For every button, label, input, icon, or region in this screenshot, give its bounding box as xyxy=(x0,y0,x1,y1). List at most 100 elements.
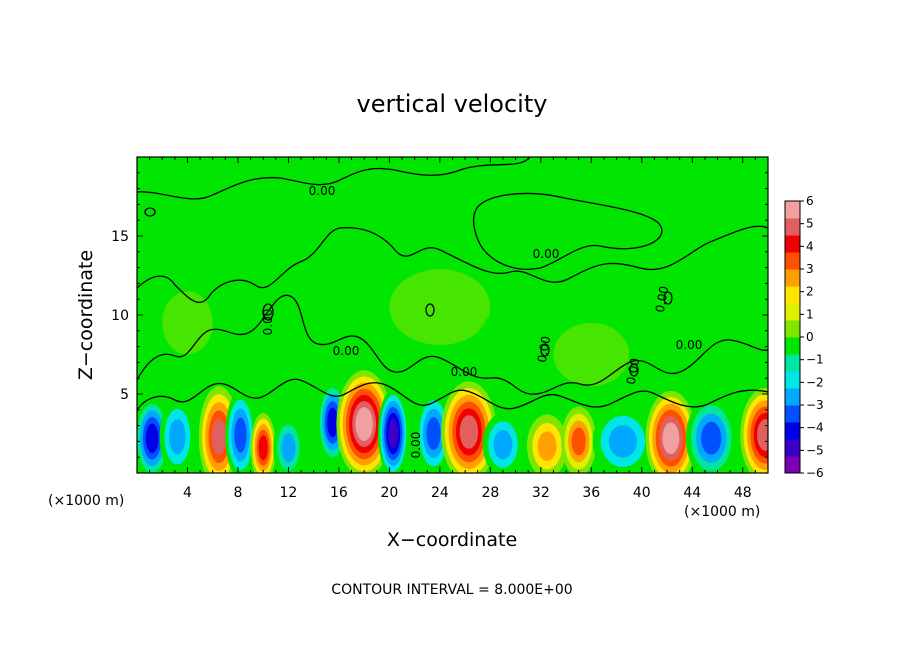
velocity-cell xyxy=(757,419,768,451)
colorbar-swatch xyxy=(785,218,800,236)
contour-label: 0.00 xyxy=(261,309,275,336)
contour-line-lower xyxy=(137,294,768,395)
velocity-cell xyxy=(355,407,373,441)
velocity-cell xyxy=(258,435,268,461)
colorbar: 6 5 4 3 2 1 0 −1 −2 −3 −4 −5 −6 xyxy=(784,194,824,480)
contour-ring-5 xyxy=(663,291,673,305)
field-patch xyxy=(667,269,768,346)
contour-line-mid xyxy=(137,225,768,304)
velocity-cell xyxy=(327,407,339,438)
colorbar-swatch xyxy=(785,388,800,406)
colorbar-label: 5 xyxy=(806,217,814,231)
contour-label: 0.00 xyxy=(676,338,703,352)
contour-label: 0.00 xyxy=(309,184,336,198)
colorbar-swatch xyxy=(785,303,800,321)
contour-label: 0.00 xyxy=(624,357,642,386)
contour-label: 0.00 xyxy=(451,365,478,379)
colorbar-swatch xyxy=(785,269,800,287)
velocity-cell xyxy=(571,427,586,456)
contour-line-base xyxy=(137,378,768,411)
y-axis-ticks: 5 10 15 xyxy=(111,172,768,458)
colorbar-label: −3 xyxy=(806,398,824,412)
x-axis-label: X−coordinate xyxy=(387,529,517,551)
x-unit-label-right: (×1000 m) xyxy=(684,504,760,520)
x-tick-label: 36 xyxy=(582,485,600,501)
velocity-cell xyxy=(537,431,557,461)
colorbar-swatch xyxy=(785,252,800,270)
contour-label: 0.00 xyxy=(333,344,360,358)
colorbar-label: −2 xyxy=(806,375,824,389)
field-patch xyxy=(553,322,630,387)
colorbar-label: 0 xyxy=(806,330,814,344)
x-tick-label: 20 xyxy=(380,485,398,501)
contour-interval-label: CONTOUR INTERVAL = 8.000E+00 xyxy=(331,582,572,598)
contour-ring-4 xyxy=(629,363,639,377)
colorbar-swatch xyxy=(785,201,800,219)
colorbar-swatch xyxy=(785,354,800,372)
x-unit-label-left: (×1000 m) xyxy=(48,493,124,509)
colorbar-swatch xyxy=(785,456,800,474)
colorbar-swatch xyxy=(785,286,800,304)
velocity-cell xyxy=(662,422,680,455)
velocity-cell xyxy=(145,423,159,454)
contour-ring-1 xyxy=(262,303,274,321)
contour-ring-3 xyxy=(540,343,550,357)
x-tick-label: 48 xyxy=(734,485,752,501)
colorbar-label: −1 xyxy=(806,353,824,367)
y-tick-label: 15 xyxy=(111,229,129,245)
colorbar-swatch xyxy=(785,235,800,253)
contour-ring-6 xyxy=(144,207,156,217)
x-tick-label: 32 xyxy=(532,485,550,501)
x-tick-label: 8 xyxy=(233,485,242,501)
contour-line-upper-left xyxy=(137,157,531,200)
contour-ring-2 xyxy=(425,303,435,317)
velocity-cell xyxy=(493,429,513,460)
colorbar-swatch xyxy=(785,371,800,389)
colorbar-swatch xyxy=(785,405,800,423)
velocity-cell xyxy=(211,418,227,455)
chart-title: vertical velocity xyxy=(357,90,548,118)
field-patch xyxy=(389,269,491,346)
contour-lines xyxy=(137,157,768,411)
colorbar-label: −4 xyxy=(806,421,824,435)
x-tick-label: 24 xyxy=(431,485,449,501)
x-axis-ticks: 4 8 12 16 20 24 28 32 36 40 44 48 xyxy=(149,157,756,501)
colorbar-label: 4 xyxy=(806,239,814,253)
y-axis-label: Z−coordinate xyxy=(75,250,97,380)
colorbar-swatch xyxy=(785,422,800,440)
velocity-cell xyxy=(608,425,638,458)
y-tick-label: 10 xyxy=(111,308,129,324)
velocity-cell xyxy=(169,418,186,455)
x-tick-label: 28 xyxy=(481,485,499,501)
y-tick-label: 5 xyxy=(120,387,129,403)
contour-line-closed-cell xyxy=(472,192,663,270)
colorbar-label: 1 xyxy=(806,307,814,321)
x-tick-label: 40 xyxy=(633,485,651,501)
contour-label: 0.00 xyxy=(533,247,560,261)
colorbar-swatch xyxy=(785,439,800,457)
x-tick-label: 44 xyxy=(683,485,701,501)
x-tick-label: 12 xyxy=(280,485,298,501)
plot-area: 0.00 0.00 0.00 0.00 0.00 0.00 0.00 0.00 … xyxy=(136,156,769,474)
velocity-cell xyxy=(459,415,479,449)
colorbar-label: 3 xyxy=(806,262,814,276)
velocity-cell xyxy=(426,417,441,450)
velocity-cell xyxy=(234,417,247,453)
x-tick-label: 16 xyxy=(330,485,348,501)
velocity-cell xyxy=(281,432,296,463)
x-tick-label: 4 xyxy=(183,485,192,501)
colorbar-label: −5 xyxy=(806,443,824,457)
colorbar-swatch xyxy=(785,337,800,355)
contour-labels: 0.00 0.00 0.00 0.00 0.00 0.00 0.00 0.00 … xyxy=(261,184,702,458)
velocity-cell xyxy=(388,418,399,449)
contour-label: 0.00 xyxy=(653,285,671,314)
contour-label: 0.00 xyxy=(535,335,553,364)
field-patch xyxy=(162,291,213,355)
field-patch xyxy=(269,251,346,347)
field-patch xyxy=(477,307,554,371)
velocity-cell xyxy=(701,421,722,455)
colorbar-label: −6 xyxy=(806,466,824,480)
contour-label: 0.00 xyxy=(409,432,423,459)
colorbar-label: 6 xyxy=(806,194,814,208)
